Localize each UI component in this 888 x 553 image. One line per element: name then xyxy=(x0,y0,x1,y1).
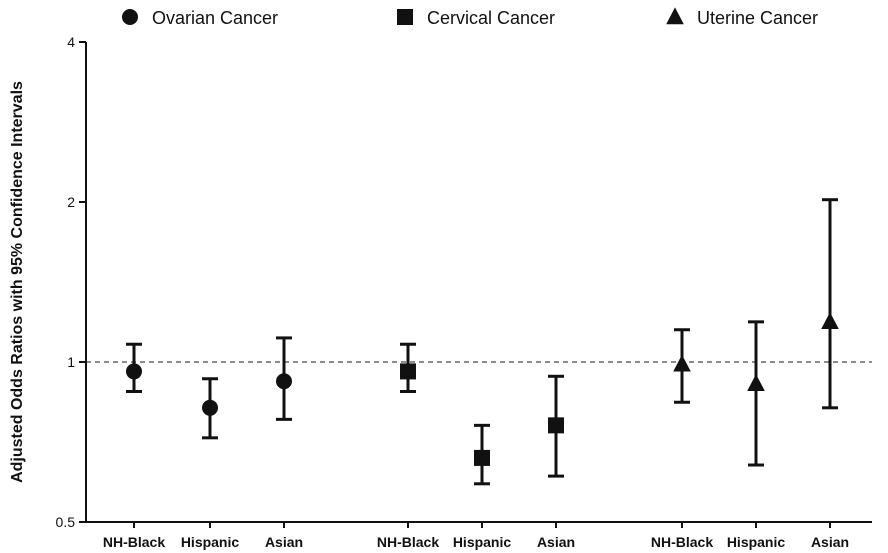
x-category-label: Hispanic xyxy=(727,534,786,550)
legend-label: Ovarian Cancer xyxy=(152,8,278,28)
data-point-group xyxy=(474,423,490,486)
axes: 0.5 1 2 4 NH-Black Hispanic Asian NH-Black Hispa… xyxy=(56,34,872,550)
data-point-group xyxy=(747,320,765,467)
data-point-group xyxy=(276,336,292,421)
y-tick-label: 1 xyxy=(67,354,75,370)
legend-label: Uterine Cancer xyxy=(697,8,818,28)
data-point-group xyxy=(821,198,839,410)
data-point-group xyxy=(400,342,416,394)
x-category-label: Hispanic xyxy=(453,534,512,550)
legend-marker xyxy=(397,9,413,25)
point-marker xyxy=(276,373,292,390)
legend: Ovarian Cancer Cervical Cancer Uterine Can… xyxy=(122,7,818,28)
point-marker xyxy=(747,374,765,391)
legend-item: Cervical Cancer xyxy=(397,8,555,28)
y-axis-label-group: Adjusted Odds Ratios with 95% Confidence… xyxy=(9,81,26,483)
x-category-label: Asian xyxy=(537,534,575,550)
legend-marker xyxy=(122,9,138,25)
point-marker xyxy=(126,363,142,380)
legend-item: Uterine Cancer xyxy=(666,7,818,28)
point-marker xyxy=(202,399,218,416)
x-category-label: NH-Black xyxy=(377,534,439,550)
y-axis-label: Adjusted Odds Ratios with 95% Confidence… xyxy=(9,81,26,483)
data-point-group xyxy=(126,342,142,394)
legend-item: Ovarian Cancer xyxy=(122,8,278,28)
y-tick-label: 2 xyxy=(67,194,75,210)
x-category-label: Asian xyxy=(265,534,303,550)
point-marker xyxy=(673,354,691,372)
point-marker xyxy=(548,417,564,434)
point-marker xyxy=(821,312,839,330)
data-point-group xyxy=(548,374,564,478)
x-category-label: Asian xyxy=(811,534,849,550)
x-category-label: NH-Black xyxy=(651,534,713,550)
legend-label: Cervical Cancer xyxy=(427,8,555,28)
point-marker xyxy=(400,363,416,380)
x-category-label: Hispanic xyxy=(181,534,240,550)
y-tick-label: 0.5 xyxy=(56,514,76,530)
y-tick-label: 4 xyxy=(67,34,75,50)
x-category-label: NH-Black xyxy=(103,534,165,550)
point-marker xyxy=(474,449,490,466)
data-point-group xyxy=(673,328,691,404)
legend-marker xyxy=(666,7,684,25)
data-marks xyxy=(126,198,839,486)
data-point-group xyxy=(202,377,218,440)
